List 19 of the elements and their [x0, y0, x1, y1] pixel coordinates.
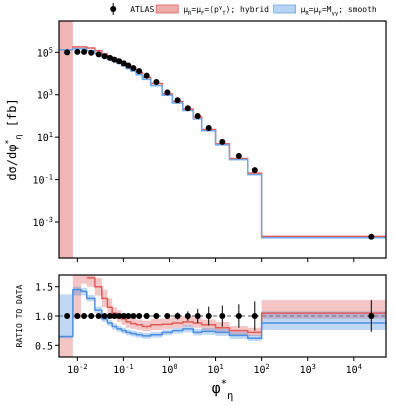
x-tick-label: 10$^{2}$	[254, 363, 270, 376]
y-tick-label: 1.5	[34, 282, 53, 294]
x-tick-label: 10$^{0}$	[161, 363, 178, 376]
y-axis-title: RATIO TO DATA	[15, 284, 24, 348]
y-tick-label: 10$^{3}$	[36, 88, 53, 102]
y-tick-label: 10$^{-3}$	[32, 216, 53, 229]
legend-label: μ$_{R}$=μ$_{F}$=M$_{γγ}$; smooth	[300, 5, 377, 17]
x-tick-label: 10$^{1}$	[207, 363, 224, 376]
x-tick-label: 10$^{3}$	[300, 363, 316, 376]
x-tick-label: 10$^{4}$	[346, 363, 362, 376]
x-tick-label: 10$^{-1}$	[113, 363, 134, 376]
y-tick-label: 0.5	[34, 341, 53, 352]
y-tick-label: 10$^{5}$	[36, 46, 53, 60]
legend-label: μ$_{R}$=μ$_{F}$=⟨p$^{γ}$$_{T}$⟩; hybrid	[183, 5, 270, 17]
y-tick-label: 1.0	[34, 312, 53, 323]
x-tick-label: 10$^{-2}$	[67, 363, 88, 376]
y-tick-label: 10$^{1}$	[36, 131, 53, 144]
y-tick-label: 10$^{-1}$	[32, 174, 53, 187]
legend-label: ATLAS	[130, 5, 154, 14]
